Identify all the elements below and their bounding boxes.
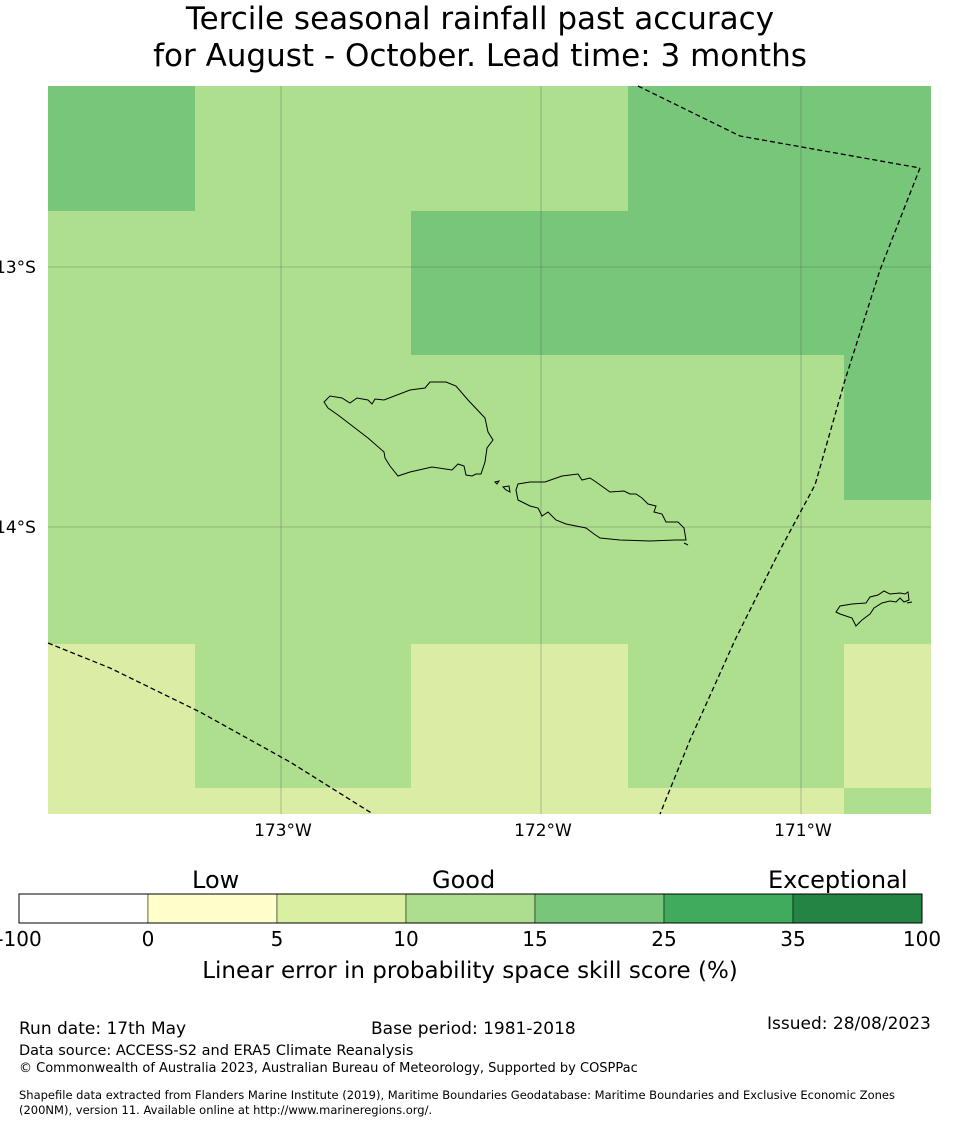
colorbar-segment xyxy=(792,893,923,924)
map-title-line-2: for August - October. Lead time: 3 month… xyxy=(153,38,807,74)
colorbar-segment xyxy=(276,893,407,924)
colorbar-segment xyxy=(147,893,278,924)
savaii-island xyxy=(323,381,494,477)
map-cell-5-10 xyxy=(48,644,195,814)
legend-category-low: Low xyxy=(192,866,240,894)
issued-date: Issued: 28/08/2023 xyxy=(767,1014,931,1034)
legend-category-good: Good xyxy=(432,866,496,894)
map-title-line-1: Tercile seasonal rainfall past accuracy xyxy=(185,1,775,37)
colorbar-tick-label: 100 xyxy=(902,927,942,951)
colorbar-tick-label: 25 xyxy=(651,927,677,951)
lat-label-13s: 13°S xyxy=(0,258,36,278)
colorbar-tick-label: 35 xyxy=(780,927,806,951)
colorbar-segment xyxy=(663,893,794,924)
coastlines xyxy=(323,381,913,627)
maritime-boundaries xyxy=(47,85,921,815)
lat-label-14s: 14°S xyxy=(0,518,36,538)
map-cell-15-25 xyxy=(844,355,931,500)
shapefile-credit-line-2: (200NM), version 11. Available online at… xyxy=(19,1103,433,1117)
map-cell-5-10 xyxy=(628,788,844,814)
lon-label-173w: 173°W xyxy=(254,821,312,841)
skill-score-map xyxy=(47,85,931,815)
eez-boundary-north xyxy=(637,85,921,169)
base-period: Base period: 1981-2018 xyxy=(371,1019,576,1039)
colorbar-tick-label: 5 xyxy=(270,927,284,951)
eez-boundary-southwest xyxy=(47,642,374,815)
copyright: © Commonwealth of Australia 2023, Austra… xyxy=(19,1061,638,1076)
colorbar-axis-label: Linear error in probability space skill … xyxy=(202,958,738,984)
colorbar-tick-label: 10 xyxy=(393,927,419,951)
colorbar-tick-label: -100 xyxy=(0,927,42,951)
lon-label-172w: 172°W xyxy=(514,821,572,841)
upolu-island xyxy=(515,473,687,542)
colorbar-border xyxy=(18,893,923,924)
map-cell-15-25 xyxy=(48,86,195,211)
shapefile-credit-line-1: Shapefile data extracted from Flanders M… xyxy=(19,1088,895,1102)
map-cell-5-10 xyxy=(195,788,411,814)
lon-label-171w: 171°W xyxy=(774,821,832,841)
eez-boundary-east xyxy=(659,167,921,815)
run-date: Run date: 17th May xyxy=(19,1019,187,1039)
aunuu-islet xyxy=(906,601,913,604)
manono-islet xyxy=(501,485,511,493)
map-cell-5-10 xyxy=(411,644,628,814)
colorbar-segment xyxy=(534,893,665,924)
colorbar-tick-label: 15 xyxy=(522,927,548,951)
map-cell-5-10 xyxy=(844,644,931,788)
colorbar-tick-label: 0 xyxy=(141,927,155,951)
apolima-islet xyxy=(494,480,501,485)
colorbar-segment xyxy=(18,893,149,924)
colorbar xyxy=(18,893,923,924)
graticule xyxy=(48,86,931,814)
colorbar-segment xyxy=(405,893,536,924)
map-cell-15-25 xyxy=(628,86,931,211)
map-cell-15-25 xyxy=(411,211,931,355)
data-source: Data source: ACCESS-S2 and ERA5 Climate … xyxy=(19,1043,414,1059)
legend-category-exceptional: Exceptional xyxy=(768,866,908,894)
upolu-tail xyxy=(683,542,689,546)
tutuila-island xyxy=(835,590,910,627)
